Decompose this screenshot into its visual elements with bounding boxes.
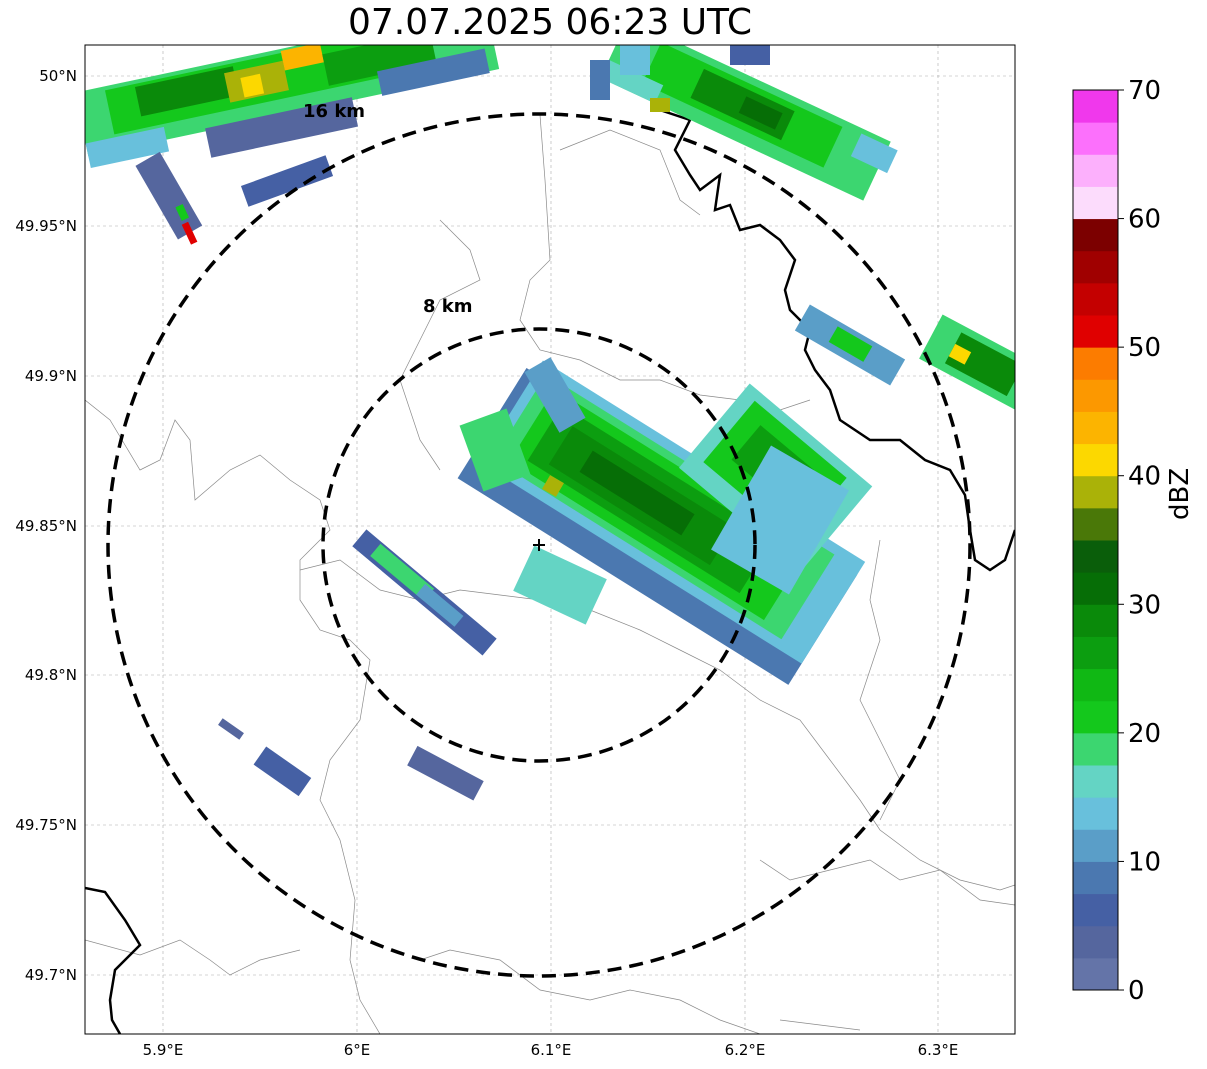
range-ring-16km [106,112,972,978]
colorbar-swatch [1073,411,1118,445]
colorbar-swatch [1073,315,1118,348]
colorbar-tick-label: 20 [1128,719,1161,749]
colorbar-swatch [1073,925,1118,959]
colorbar-swatch [1073,797,1118,830]
colorbar-swatch [1073,443,1118,477]
colorbar-swatch [1073,282,1118,316]
x-tick-label: 6.3°E [918,1041,959,1059]
radar-echoes [85,45,1015,801]
colorbar [1072,89,1119,991]
colorbar-tick-label: 70 [1128,76,1161,106]
colorbar-swatch [1073,572,1118,605]
colorbar-swatch [1073,122,1118,155]
y-tick-label: 49.75°N [15,816,77,834]
colorbar-tick-label: 40 [1128,462,1161,492]
colorbar-swatch [1073,347,1118,380]
colorbar-label: dBZ [1165,467,1195,520]
colorbar-swatch [1073,636,1118,670]
range-rings [106,112,972,978]
y-tick-label: 49.9°N [25,367,77,385]
colorbar-swatch [1073,540,1118,573]
colorbar-tick-label: 30 [1128,590,1161,620]
colorbar-tick-label: 0 [1128,976,1145,1006]
ring-label-16km: 16 km [303,101,365,122]
y-tick-label: 50°N [39,67,77,85]
x-tick-label: 5.9°E [143,1041,184,1059]
colorbar-swatch [1073,218,1118,252]
ring-label-8km: 8 km [423,296,473,317]
colorbar-swatch [1073,604,1118,637]
colorbar-swatch [1073,957,1118,991]
x-tick-label: 6.2°E [725,1041,766,1059]
range-ring-8km [321,327,757,763]
national-borders [85,45,1015,1034]
colorbar-swatch [1073,475,1118,509]
colorbar-tick-label: 60 [1128,205,1161,235]
grid-lines [85,45,1015,1034]
x-tick-label: 6°E [344,1041,371,1059]
colorbar-ticks: 0 10 20 30 40 50 60 70 [1118,76,1161,1006]
colorbar-swatch [1073,861,1118,895]
y-tick-label: 49.95°N [15,217,77,235]
colorbar-swatch [1073,732,1118,766]
colorbar-swatch [1073,829,1118,862]
y-tick-label: 49.85°N [15,517,77,535]
colorbar-swatch [1073,893,1118,927]
colorbar-swatch [1073,700,1118,734]
radar-site-marker [533,539,545,551]
colorbar-swatch [1073,379,1118,412]
x-tick-labels: 5.9°E 6°E 6.1°E 6.2°E 6.3°E [143,1041,959,1059]
colorbar-swatch [1073,668,1118,702]
colorbar-swatch [1073,765,1118,798]
colorbar-swatch [1073,90,1118,123]
map-title: 07.07.2025 06:23 UTC [347,2,753,43]
plot-frame [84,44,1016,1035]
colorbar-frame [1072,89,1119,991]
colorbar-swatch [1073,250,1118,284]
y-tick-label: 49.8°N [25,666,77,684]
y-tick-labels: 50°N 49.95°N 49.9°N 49.85°N 49.8°N 49.75… [15,67,77,984]
colorbar-tick-label: 10 [1128,847,1161,877]
y-tick-label: 49.7°N [25,966,77,984]
colorbar-tick-label: 50 [1128,333,1161,363]
x-tick-label: 6.1°E [531,1041,572,1059]
colorbar-swatch [1073,186,1118,220]
colorbar-swatch [1073,154,1118,187]
colorbar-swatch [1073,507,1118,541]
